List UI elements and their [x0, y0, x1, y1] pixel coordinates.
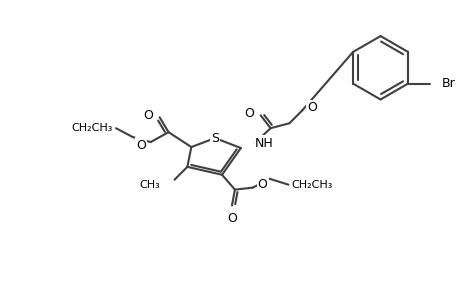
- Text: O: O: [227, 212, 236, 225]
- Text: O: O: [257, 178, 267, 191]
- Text: O: O: [243, 107, 253, 120]
- Text: S: S: [211, 132, 218, 145]
- Text: Br: Br: [441, 77, 454, 90]
- Text: CH₂CH₃: CH₂CH₃: [291, 180, 332, 190]
- Text: CH₃: CH₃: [140, 180, 160, 190]
- Text: O: O: [142, 109, 152, 122]
- Text: O: O: [307, 101, 316, 114]
- Text: O: O: [135, 139, 146, 152]
- Text: CH₂CH₃: CH₂CH₃: [72, 123, 113, 133]
- Text: NH: NH: [254, 136, 273, 150]
